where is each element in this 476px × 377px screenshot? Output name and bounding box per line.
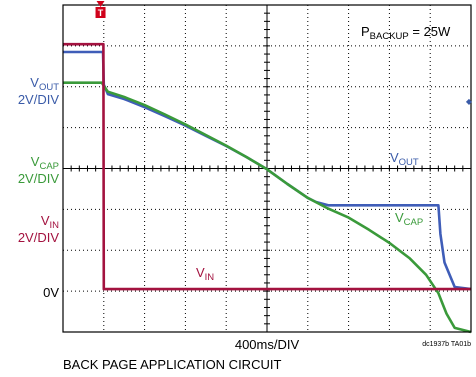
power-annotation-rest: = 25W	[409, 24, 451, 39]
vout-label-sub: OUT	[39, 82, 59, 93]
series-vout-main: V	[390, 150, 399, 165]
series-label-vin: VIN	[196, 265, 214, 283]
power-annotation-sub: BACKUP	[370, 31, 409, 42]
series-label-vcap: VCAP	[395, 210, 423, 228]
vcap-label-sub: CAP	[39, 161, 59, 172]
graticule-grid	[62, 4, 472, 333]
series-vcap-sub: CAP	[404, 217, 424, 228]
ground-reference-icon: ◆	[466, 97, 473, 106]
channel-label-vcap: VCAP 2V/DIV	[18, 154, 60, 186]
trigger-marker-icon: T	[95, 1, 106, 18]
trace-vcap	[63, 81, 472, 334]
vcap-label-main: V	[31, 154, 40, 169]
figure-id: dc1937b TA01b	[422, 341, 471, 348]
svg-text:VCAP: VCAP	[31, 154, 59, 172]
vout-label-main: V	[30, 75, 39, 90]
vin-label-main: V	[41, 213, 50, 228]
zero-volt-label: 0V	[43, 285, 59, 300]
x-axis-label: 400ms/DIV	[235, 337, 300, 352]
series-label-vout: VOUT	[390, 150, 419, 168]
vout-scale: 2V/DIV	[18, 92, 60, 107]
traces	[63, 42, 472, 334]
vin-label-sub: IN	[50, 220, 60, 231]
channel-label-vout: VOUT 2V/DIV	[18, 75, 60, 107]
svg-text:VOUT: VOUT	[30, 75, 59, 93]
plot-frame	[62, 4, 472, 333]
series-vcap-main: V	[395, 210, 404, 225]
series-vout-sub: OUT	[399, 157, 419, 168]
trace-vin	[63, 42, 471, 291]
vin-scale: 2V/DIV	[18, 230, 60, 245]
power-annotation-main: P	[361, 24, 370, 39]
vcap-scale: 2V/DIV	[18, 171, 60, 186]
power-annotation: PBACKUP = 25W	[361, 24, 451, 42]
figure-caption: BACK PAGE APPLICATION CIRCUIT	[63, 357, 281, 372]
channel-label-vin: VIN 2V/DIV	[18, 213, 60, 245]
svg-text:VIN: VIN	[41, 213, 59, 231]
trigger-marker-label: T	[98, 8, 104, 18]
series-vin-main: V	[196, 265, 205, 280]
series-vin-sub: IN	[205, 272, 215, 283]
